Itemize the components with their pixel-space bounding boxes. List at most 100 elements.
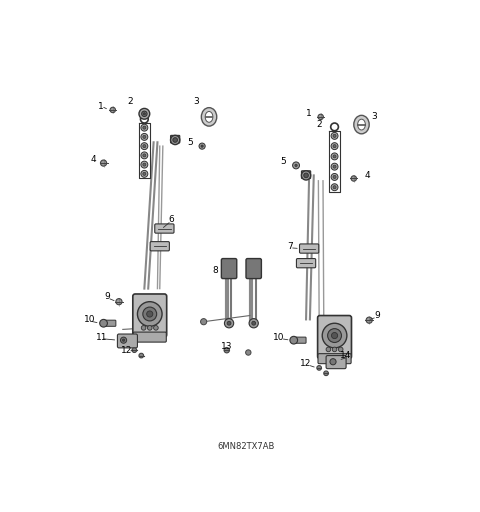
Circle shape [141, 161, 148, 168]
Circle shape [322, 323, 347, 348]
FancyBboxPatch shape [221, 259, 237, 279]
Circle shape [110, 107, 116, 113]
FancyBboxPatch shape [326, 355, 346, 369]
Circle shape [173, 138, 178, 142]
Text: 6: 6 [168, 215, 174, 224]
Text: 2: 2 [128, 97, 133, 106]
Circle shape [317, 366, 322, 370]
Circle shape [249, 318, 258, 328]
Circle shape [324, 371, 328, 376]
Circle shape [141, 326, 146, 330]
Text: 6MN82TX7AB: 6MN82TX7AB [217, 442, 275, 451]
Circle shape [143, 173, 146, 176]
Circle shape [333, 186, 336, 189]
Circle shape [333, 165, 336, 168]
Circle shape [326, 347, 331, 352]
Circle shape [137, 302, 162, 326]
Text: 8: 8 [212, 266, 218, 275]
Circle shape [100, 319, 108, 327]
Circle shape [351, 176, 357, 181]
Text: 5: 5 [187, 138, 192, 147]
Text: 3: 3 [193, 97, 199, 106]
Circle shape [304, 173, 308, 178]
Circle shape [328, 329, 341, 343]
Circle shape [139, 353, 144, 358]
Circle shape [332, 347, 337, 352]
Circle shape [201, 318, 207, 325]
Ellipse shape [201, 108, 217, 126]
Circle shape [366, 317, 372, 323]
Circle shape [201, 145, 203, 147]
Circle shape [295, 164, 297, 166]
Circle shape [225, 318, 234, 328]
Circle shape [331, 174, 338, 180]
Text: 3: 3 [372, 112, 377, 121]
Circle shape [122, 339, 125, 342]
Circle shape [338, 347, 343, 352]
Text: 10: 10 [84, 315, 96, 324]
Circle shape [331, 163, 338, 170]
Circle shape [143, 126, 146, 129]
Circle shape [116, 298, 122, 305]
Circle shape [143, 307, 156, 321]
Circle shape [139, 109, 150, 119]
Circle shape [331, 143, 338, 150]
Circle shape [143, 163, 146, 166]
Text: 2: 2 [316, 120, 322, 129]
FancyBboxPatch shape [118, 334, 137, 348]
Circle shape [330, 359, 336, 365]
Circle shape [147, 326, 152, 330]
Circle shape [100, 160, 107, 166]
Circle shape [154, 326, 158, 330]
Circle shape [333, 144, 336, 147]
Circle shape [132, 348, 137, 352]
Circle shape [143, 135, 146, 138]
FancyBboxPatch shape [246, 259, 262, 279]
FancyBboxPatch shape [318, 354, 351, 364]
Text: 14: 14 [340, 351, 352, 360]
Circle shape [331, 153, 338, 160]
Circle shape [141, 134, 148, 140]
Text: 13: 13 [221, 342, 232, 351]
Circle shape [227, 322, 231, 325]
Circle shape [144, 113, 145, 115]
Circle shape [141, 143, 148, 150]
FancyBboxPatch shape [301, 171, 311, 179]
Text: 1: 1 [306, 109, 312, 118]
Text: 4: 4 [364, 171, 370, 180]
FancyBboxPatch shape [150, 242, 169, 251]
Text: 11: 11 [96, 333, 107, 342]
Circle shape [170, 135, 180, 144]
Circle shape [293, 162, 300, 169]
Text: 9: 9 [374, 311, 380, 320]
FancyBboxPatch shape [295, 337, 306, 343]
Circle shape [318, 114, 324, 120]
FancyBboxPatch shape [105, 320, 116, 326]
FancyBboxPatch shape [318, 315, 351, 359]
Ellipse shape [354, 115, 369, 134]
Text: 10: 10 [273, 333, 285, 342]
Circle shape [301, 171, 311, 180]
Circle shape [246, 350, 251, 355]
Text: 7: 7 [287, 242, 293, 251]
Text: 9: 9 [105, 292, 110, 301]
Text: 1: 1 [98, 101, 104, 111]
Text: 12: 12 [300, 359, 312, 368]
Circle shape [143, 144, 146, 147]
FancyBboxPatch shape [297, 259, 316, 268]
FancyBboxPatch shape [155, 224, 174, 233]
Circle shape [333, 134, 336, 137]
Circle shape [147, 311, 153, 317]
Circle shape [333, 176, 336, 179]
Circle shape [143, 154, 146, 157]
Circle shape [199, 143, 205, 149]
Circle shape [290, 336, 298, 344]
Circle shape [332, 332, 337, 338]
Text: 5: 5 [280, 157, 286, 166]
Circle shape [252, 322, 256, 325]
Circle shape [224, 348, 229, 353]
Circle shape [120, 337, 127, 343]
Ellipse shape [205, 112, 213, 122]
Text: 12: 12 [121, 346, 132, 355]
Circle shape [333, 155, 336, 158]
